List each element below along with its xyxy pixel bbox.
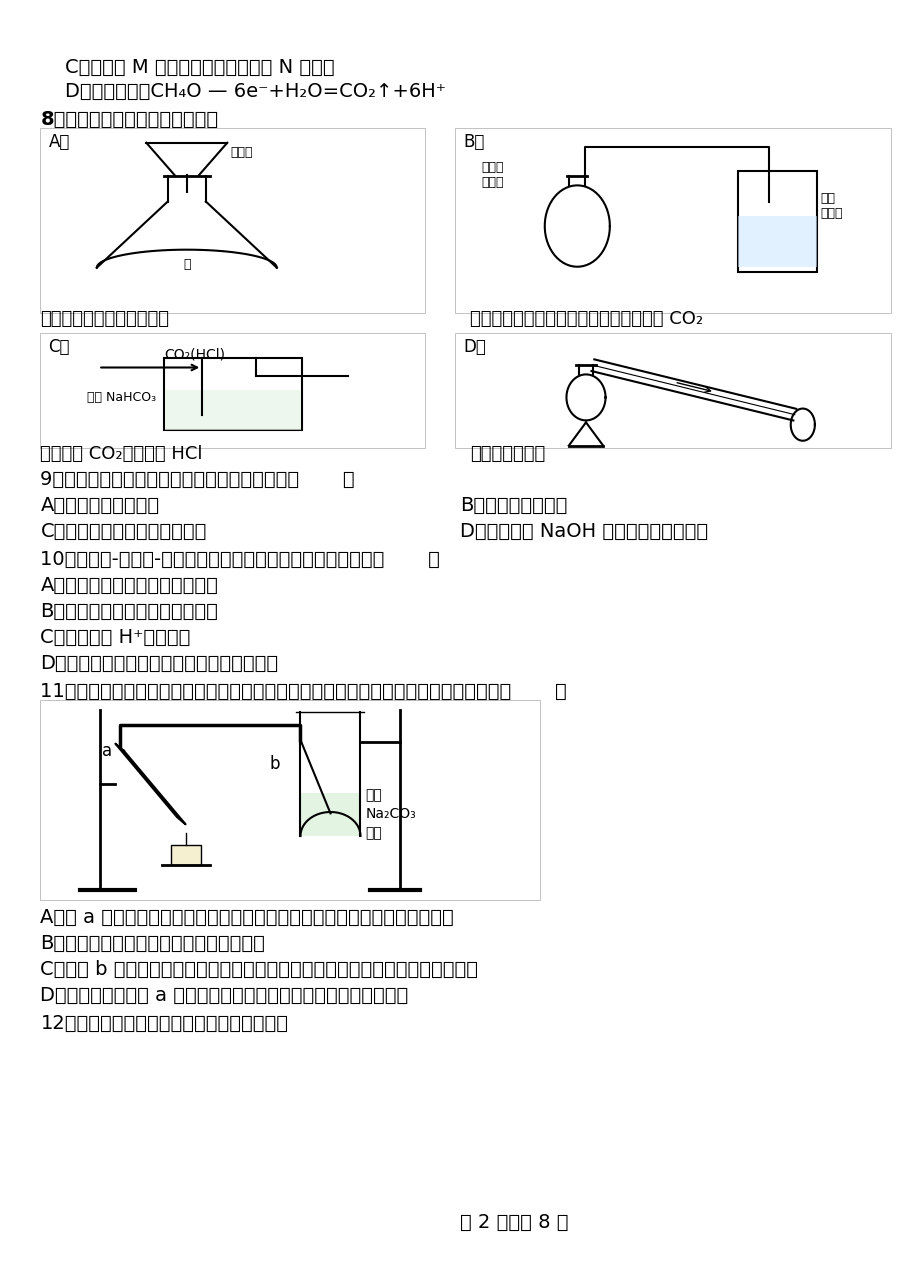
Text: D．实验时加热试管 a 的目的是及时将乙酸乙酯蒸出并加快反应速率: D．实验时加热试管 a 的目的是及时将乙酸乙酯蒸出并加快反应速率: [40, 987, 408, 1004]
Bar: [40, 129, 425, 313]
Text: C．乙醇与乙酸反应制乙酸乙酯: C．乙醇与乙酸反应制乙酸乙酯: [40, 522, 207, 541]
Text: 饱和: 饱和: [365, 788, 381, 802]
Text: B．石油裂解制丙烯: B．石油裂解制丙烯: [460, 496, 567, 516]
Text: B．: B．: [463, 132, 484, 151]
Bar: [455, 334, 890, 448]
Bar: [455, 129, 890, 313]
Text: 用于验证木炭与浓硫酸的反应产物中含有 CO₂: 用于验证木炭与浓硫酸的反应产物中含有 CO₂: [470, 311, 703, 328]
Text: C．质子从 M 电极区穿过交换膜移向 N 电极区: C．质子从 M 电极区穿过交换膜移向 N 电极区: [65, 59, 335, 76]
Text: 饱和 NaHCO₃: 饱和 NaHCO₃: [86, 391, 156, 404]
Bar: [171, 845, 201, 864]
Bar: [40, 334, 425, 448]
Text: CO₂(HCl): CO₂(HCl): [164, 348, 225, 362]
Bar: [40, 700, 540, 900]
Text: B．铜片为负极，且铜片上有气泡: B．铜片为负极，且铜片上有气泡: [40, 602, 218, 621]
Text: 9．『海南化学』下列反应不属于取代反应的是（       ）: 9．『海南化学』下列反应不属于取代反应的是（ ）: [40, 470, 355, 489]
Text: 澄清
石灰水: 澄清 石灰水: [820, 192, 842, 220]
Text: 11．如图为实验室制取少量乙酸乙酯的装置图，下列关于该实验的叙述中，不正确的是（       ）: 11．如图为实验室制取少量乙酸乙酯的装置图，下列关于该实验的叙述中，不正确的是（…: [40, 682, 567, 701]
Text: D．油脂与浓 NaOH 反应制高级脂肪酸钠: D．油脂与浓 NaOH 反应制高级脂肪酸钠: [460, 522, 708, 541]
Text: C．: C．: [49, 339, 70, 356]
Text: B．可将饱和碳酸钠溶液换成氢氧化钠溶液: B．可将饱和碳酸钠溶液换成氢氧化钠溶液: [40, 934, 265, 953]
Bar: [301, 793, 359, 836]
Text: 浓硫酸: 浓硫酸: [230, 146, 253, 159]
Polygon shape: [115, 743, 186, 825]
Text: D．该电池工作的过程中溶液的酸性始终不变: D．该电池工作的过程中溶液的酸性始终不变: [40, 654, 278, 673]
Text: A．向 a 试管中先加入乙醇，然后边摇动试管边慢慢加入浓硫酸，再加冰醋酸: A．向 a 试管中先加入乙醇，然后边摇动试管边慢慢加入浓硫酸，再加冰醋酸: [40, 908, 454, 927]
Text: 用于制备蒸馏水: 用于制备蒸馏水: [470, 446, 545, 463]
Text: 8．下列装置能达到实验目的的是: 8．下列装置能达到实验目的的是: [40, 109, 219, 129]
Text: 用于配制一定浓度的稀硫酸: 用于配制一定浓度的稀硫酸: [40, 311, 169, 328]
Text: D．: D．: [463, 339, 486, 356]
Text: 木炭与
浓硫酸: 木炭与 浓硫酸: [481, 162, 504, 190]
Polygon shape: [146, 780, 185, 824]
Text: 溶液: 溶液: [365, 826, 381, 840]
Text: b: b: [269, 755, 280, 773]
Text: C．溶液中的 H⁺移向铜极: C．溶液中的 H⁺移向铜极: [40, 628, 190, 647]
Text: A．淀粉水解制葡萄糖: A．淀粉水解制葡萄糖: [40, 496, 160, 516]
Text: D．负极反应：CH₄O — 6e⁻+H₂O=CO₂↑+6H⁺: D．负极反应：CH₄O — 6e⁻+H₂O=CO₂↑+6H⁺: [65, 81, 446, 101]
Bar: [737, 216, 816, 267]
Text: Na₂CO₃: Na₂CO₃: [365, 807, 415, 821]
Text: 用于除去 CO₂中的少量 HCl: 用于除去 CO₂中的少量 HCl: [40, 446, 203, 463]
Text: 10．有关锌-稀硫酸-铜构成的原电池的一些说法中，正确的是（       ）: 10．有关锌-稀硫酸-铜构成的原电池的一些说法中，正确的是（ ）: [40, 550, 440, 569]
Text: A．: A．: [49, 132, 70, 151]
Text: A．锌片为正极，且锌片逐渐溶解: A．锌片为正极，且锌片逐渐溶解: [40, 575, 218, 594]
Text: 第 2 页，共 8 页: 第 2 页，共 8 页: [460, 1213, 568, 1232]
Text: 12．下列关于反应速率的说法中，不正确的是: 12．下列关于反应速率的说法中，不正确的是: [40, 1015, 289, 1032]
Polygon shape: [96, 255, 277, 267]
Text: a: a: [101, 742, 111, 760]
Bar: [165, 391, 301, 429]
Text: C．试管 b 中导气管下端管口不能浸入液面的原因是防止实验过程中发生倒吸现象: C．试管 b 中导气管下端管口不能浸入液面的原因是防止实验过程中发生倒吸现象: [40, 960, 478, 979]
Text: 水: 水: [183, 258, 190, 271]
Bar: [164, 358, 302, 429]
Bar: [737, 171, 816, 272]
Bar: [1, 0, 918, 45]
